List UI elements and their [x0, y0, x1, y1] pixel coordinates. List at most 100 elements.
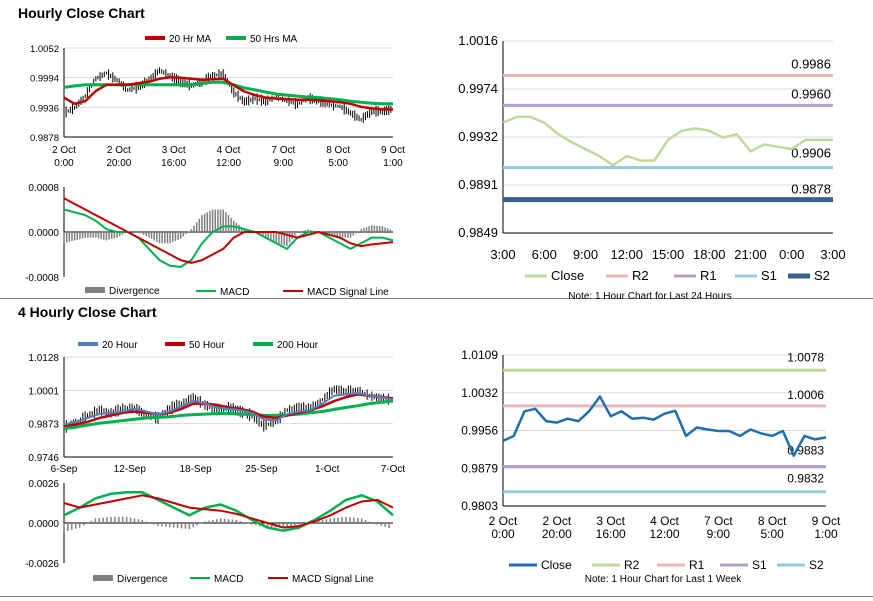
level-label-r2: 0.9986	[791, 56, 831, 71]
legend-label: 200 Hour	[277, 340, 319, 351]
chart-note: Note: 1 Hour Chart for Last 1 Week	[585, 574, 743, 585]
x-tick-label: 15:00	[652, 247, 685, 262]
x-tick-label: 12:00	[216, 158, 241, 169]
x-tick-label: 18-Sep	[179, 464, 212, 475]
y-tick-label: 0.0026	[28, 479, 59, 490]
macd-signal-line	[63, 197, 394, 264]
x-tick-label: 4 Oct	[650, 514, 679, 528]
y-tick-label: 0.9879	[461, 461, 498, 475]
x-tick-label: 7 Oct	[271, 145, 295, 156]
x-tick-label: 2 Oct	[52, 145, 76, 156]
ma20-line	[63, 392, 394, 426]
macd-line	[63, 208, 394, 268]
x-tick-label: 9 Oct	[381, 145, 405, 156]
y-tick-label: 0.9803	[461, 499, 498, 513]
x-tick-label: 6-Sep	[51, 464, 78, 475]
hourly-section-title: Hourly Close Chart	[18, 5, 145, 21]
x-tick-label: 9:00	[573, 247, 598, 262]
macd-signal-line	[63, 494, 394, 529]
ma20-line	[63, 75, 393, 111]
legend-label: S1	[761, 268, 777, 283]
x-tick-label: 16:00	[596, 527, 626, 541]
y-tick-label: -0.0008	[25, 273, 59, 284]
x-tick-label: 1:00	[383, 158, 403, 169]
y-tick-label: 0.9746	[28, 453, 59, 464]
x-tick-label: 5:00	[760, 527, 784, 541]
y-tick-label: 0.9936	[30, 103, 59, 114]
x-tick-label: 4 Oct	[217, 145, 241, 156]
x-tick-label: 7-Oct	[381, 464, 406, 475]
legend-label: S2	[809, 558, 824, 572]
y-tick-label: 1.0001	[28, 386, 59, 397]
x-tick-label: 3:00	[820, 247, 845, 262]
level-label-s2: 0.9878	[791, 182, 831, 197]
x-tick-label: 3 Oct	[596, 514, 625, 528]
x-tick-label: 12-Sep	[114, 464, 147, 475]
legend-label: R1	[689, 558, 705, 572]
x-tick-label: 6:00	[532, 247, 557, 262]
close-series-line	[502, 115, 833, 167]
level-label-r2: 1.0078	[787, 350, 824, 364]
chart-note: Note: 1 Hour Chart for Last 24 Hours	[568, 291, 731, 302]
x-tick-label: 1:00	[814, 527, 838, 541]
legend-label: 50 Hour	[189, 340, 225, 351]
y-tick-label: 0.9878	[30, 133, 59, 144]
x-tick-label: 7 Oct	[704, 514, 733, 528]
level-label-r1: 1.0006	[787, 388, 824, 402]
y-tick-label: 0.9956	[461, 424, 498, 438]
y-tick-label: 0.9974	[458, 81, 498, 96]
x-tick-label: 2 Oct	[107, 145, 131, 156]
x-tick-label: 21:00	[734, 247, 767, 262]
x-tick-label: 9:00	[707, 527, 731, 541]
legend-label: Divergence	[109, 286, 160, 297]
y-tick-label: 0.9891	[458, 177, 498, 192]
x-tick-label: 8 Oct	[326, 145, 350, 156]
close-series-line	[502, 395, 827, 457]
x-tick-label: 2 Oct	[489, 514, 518, 528]
y-tick-label: 0.0008	[28, 183, 59, 194]
x-tick-label: 2 Oct	[542, 514, 571, 528]
legend-label: R2	[632, 268, 649, 283]
level-label-s2: 0.9832	[787, 472, 824, 486]
x-tick-label: 0:00	[54, 158, 74, 169]
y-tick-label: 0.9849	[458, 225, 498, 240]
legend-label: S2	[814, 268, 830, 283]
ma200-line	[63, 399, 394, 430]
y-tick-label: 0.9994	[30, 74, 59, 85]
legend-label: R1	[700, 268, 717, 283]
y-tick-label: 1.0052	[30, 44, 59, 55]
x-tick-label: 3:00	[490, 247, 515, 262]
legend-label: MACD	[214, 574, 243, 585]
legend-label: MACD Signal Line	[292, 574, 374, 585]
x-tick-label: 9 Oct	[812, 514, 841, 528]
legend-swatch	[93, 575, 113, 581]
legend-label: 20 Hour	[102, 340, 138, 351]
legend-label: Divergence	[117, 574, 168, 585]
bottom-divider	[0, 596, 873, 597]
y-tick-label: 1.0109	[461, 348, 498, 362]
ma50-line	[63, 393, 394, 428]
x-tick-label: 5:00	[328, 158, 348, 169]
y-tick-label: 0.0000	[28, 228, 59, 239]
x-tick-label: 0:00	[491, 527, 515, 541]
x-tick-label: 18:00	[693, 247, 726, 262]
macd-line	[63, 490, 394, 532]
y-tick-label: 1.0016	[458, 33, 498, 48]
legend-label: S1	[752, 558, 767, 572]
x-tick-label: 20:00	[542, 527, 572, 541]
legend-label: 50 Hrs MA	[250, 34, 298, 45]
level-label-r1: 0.9960	[791, 86, 831, 101]
y-tick-label: 1.0032	[461, 386, 498, 400]
x-tick-label: 25-Sep	[245, 464, 278, 475]
x-tick-label: 12:00	[610, 247, 643, 262]
legend-label: 20 Hr MA	[169, 34, 212, 45]
section-divider	[0, 298, 873, 299]
x-tick-label: 16:00	[161, 158, 186, 169]
legend-label: R2	[624, 558, 640, 572]
y-tick-label: 0.9873	[28, 420, 59, 431]
x-tick-label: 20:00	[106, 158, 131, 169]
four-hourly-section-title: 4 Hourly Close Chart	[18, 304, 157, 320]
legend-label: MACD Signal Line	[307, 287, 389, 298]
x-tick-label: 1-Oct	[315, 464, 340, 475]
